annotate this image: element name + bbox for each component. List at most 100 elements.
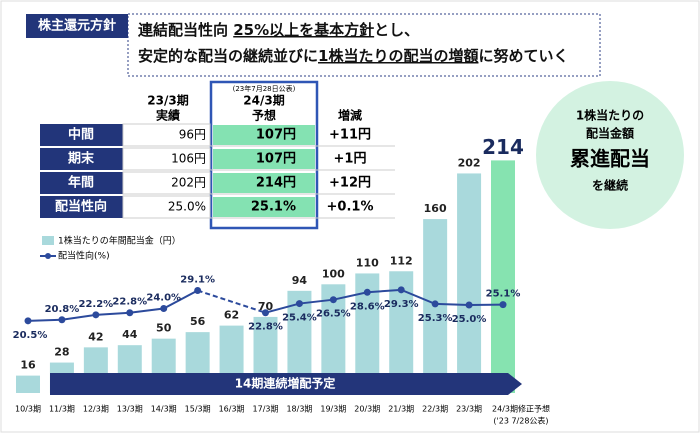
- bar-label: 42: [88, 330, 103, 343]
- x-tick-label: 14/3期: [151, 405, 177, 414]
- row-label: 配当性向: [55, 199, 107, 215]
- bar-label: 44: [122, 328, 138, 341]
- tag: 株主還元方針: [38, 18, 116, 34]
- line-label: 22.2%: [79, 299, 114, 310]
- x-tick-label: 10/3期: [15, 405, 41, 414]
- line-point: [363, 288, 371, 296]
- cell: +11円: [329, 128, 371, 143]
- callout-text: 累進配当: [570, 147, 650, 171]
- row-label: 期末: [68, 151, 95, 167]
- line-label: 29.1%: [180, 275, 215, 286]
- forecast-cell: [213, 125, 315, 145]
- line-point: [160, 304, 168, 312]
- bar-label: 50: [156, 322, 172, 335]
- text: に努めていく: [478, 47, 568, 65]
- line: [265, 288, 504, 314]
- x-tick-label: 21/3期: [388, 405, 414, 414]
- x-tick-label: 20/3期: [354, 405, 380, 414]
- bar-label: 214: [482, 135, 524, 159]
- line-point: [194, 287, 202, 295]
- bar-label: 16: [20, 359, 36, 372]
- column-header: 23/3期: [147, 93, 188, 108]
- bar-label: 202: [458, 156, 481, 169]
- line-label: 22.8%: [248, 322, 283, 333]
- cell: 107円: [256, 152, 296, 167]
- x-tick-label: 16/3期: [219, 405, 245, 414]
- cell: 214円: [256, 176, 296, 191]
- line-point: [58, 316, 66, 324]
- bar-label: 112: [390, 254, 413, 267]
- line-point: [465, 301, 473, 309]
- x-tick-label: 15/3期: [185, 405, 211, 414]
- column-header: 24/3期: [243, 93, 284, 108]
- x-tick-label: 24/3期修正予想: [492, 404, 550, 414]
- cell: 25.0%: [168, 200, 206, 214]
- arrow-banner: [50, 373, 522, 395]
- row-label: 中間: [68, 127, 94, 143]
- column-header: 増減: [338, 108, 362, 123]
- bar-label: 62: [224, 309, 239, 322]
- row-label-box: [40, 196, 123, 218]
- line-point: [431, 300, 439, 308]
- bar: [457, 173, 482, 393]
- bar-label: 110: [356, 256, 379, 269]
- line-point: [397, 286, 405, 294]
- gap-bridge: [197, 289, 266, 314]
- bar-label: 94: [292, 274, 308, 287]
- policy-box: [127, 13, 601, 77]
- forecast-cell: [213, 149, 315, 169]
- callout-text: 配当金額: [586, 126, 634, 141]
- x-tick-label: 22/3期: [422, 405, 448, 414]
- tag-box: [26, 14, 128, 38]
- callout-text: を継続: [592, 178, 628, 193]
- line: [27, 289, 199, 322]
- bar-label: 56: [190, 315, 206, 328]
- x-tick-label: 18/3期: [286, 405, 312, 414]
- row-label-box: [40, 148, 123, 170]
- legend-label: 1株当たりの年間配当金（円）: [58, 235, 181, 247]
- line-point: [499, 301, 507, 309]
- policy-line: 連結配当性向 25%以上を基本方針とし、: [138, 21, 419, 39]
- legend-label: 配当性向(%): [58, 250, 110, 262]
- text: 連結配当性向: [138, 21, 233, 39]
- bar: [491, 160, 515, 393]
- cell: 106円: [171, 152, 206, 166]
- row-label-box: [40, 124, 123, 146]
- x-tick-note: ('23 7/28公表): [493, 416, 548, 426]
- text: とし、: [374, 21, 419, 39]
- cell: +0.1%: [327, 200, 374, 215]
- table-note: (23年7月28日公表): [233, 84, 296, 93]
- callout-text: 1株当たりの: [576, 108, 644, 123]
- bar-label: 70: [258, 300, 274, 313]
- cell: 202円: [171, 176, 206, 190]
- legend-swatch: [42, 236, 54, 245]
- x-tick-label: 11/3期: [49, 405, 75, 414]
- line-label: 22.8%: [112, 297, 147, 308]
- x-tick-label: 23/3期: [456, 405, 482, 414]
- line-label: 25.4%: [282, 313, 317, 324]
- x-tick-label: 19/3期: [320, 405, 346, 414]
- x-tick-label: 17/3期: [253, 405, 279, 414]
- column-header: 予想: [252, 108, 276, 123]
- line-point: [126, 309, 134, 317]
- cell: 96円: [179, 128, 206, 142]
- line-label: 26.5%: [316, 309, 351, 320]
- text: 25%以上を基本方針: [233, 21, 374, 39]
- bar-label: 100: [322, 267, 345, 280]
- callout-circle: [536, 81, 684, 229]
- row-label-box: [40, 172, 123, 194]
- line-label: 25.3%: [418, 313, 453, 324]
- text: 1株当たりの配当の増額: [318, 47, 478, 65]
- cell: +12円: [329, 176, 371, 191]
- row-label: 年間: [68, 175, 94, 191]
- text: 安定的な配当の継続並びに: [138, 47, 318, 65]
- line-label: 25.1%: [486, 289, 521, 300]
- line-label: 20.8%: [45, 304, 80, 315]
- line-label: 24.0%: [146, 292, 181, 303]
- line-point: [92, 311, 100, 319]
- x-tick-label: 13/3期: [117, 405, 143, 414]
- bar: [16, 375, 40, 393]
- annotation: 14期連続増配予定: [235, 376, 336, 391]
- line-label: 29.3%: [384, 299, 419, 310]
